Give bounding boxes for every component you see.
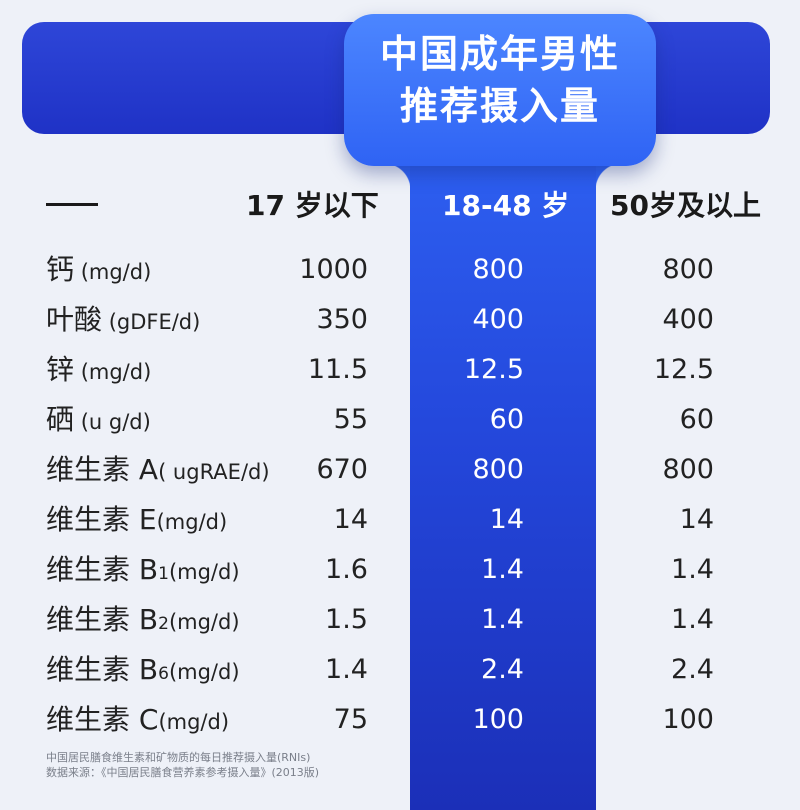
table-row: 叶酸 (gDFE/d) 350 400 400	[0, 295, 800, 345]
nutrient-name: 钙	[46, 253, 75, 286]
value-18-48: 12.5	[463, 354, 524, 385]
footnote-line-1: 中国居民膳食维生素和矿物质的每日推荐摄入量(RNIs)	[46, 751, 311, 764]
value-18-48: 800	[472, 454, 524, 485]
nutrient-name: 维生素 B	[46, 553, 159, 586]
value-under-17: 1.6	[325, 554, 368, 585]
nutrient-label: 硒 (u g/d)	[46, 395, 151, 445]
value-under-17: 55	[333, 404, 368, 435]
value-under-17: 1.5	[325, 604, 368, 635]
nutrient-label: 维生素 B6(mg/d)	[46, 645, 240, 695]
table-row: 维生素 B1(mg/d) 1.6 1.4 1.4	[0, 545, 800, 595]
page-title: 中国成年男性 推荐摄入量	[344, 28, 656, 132]
footnote: 中国居民膳食维生素和矿物质的每日推荐摄入量(RNIs) 数据来源：《中国居民膳食…	[46, 750, 319, 780]
table-row: 维生素 B2(mg/d) 1.5 1.4 1.4	[0, 595, 800, 645]
footnote-line-2: 数据来源：《中国居民膳食营养素参考摄入量》(2013版)	[46, 766, 320, 779]
value-50-plus: 12.5	[653, 354, 714, 385]
table-row: 维生素 B6(mg/d) 1.4 2.4 2.4	[0, 645, 800, 695]
title-line-2: 推荐摄入量	[399, 84, 600, 128]
value-18-48: 2.4	[481, 654, 524, 685]
highlight-header	[344, 14, 656, 166]
title-line-1: 中国成年男性	[379, 32, 620, 76]
nutrient-unit: (mg/d)	[74, 260, 152, 284]
table-row: 维生素 A( ugRAE/d) 670 800 800	[0, 445, 800, 495]
nutrient-label: 维生素 B2(mg/d)	[46, 595, 240, 645]
nutrient-unit: (mg/d)	[168, 560, 240, 584]
nutrient-name: 叶酸	[46, 303, 103, 336]
value-18-48: 1.4	[481, 604, 524, 635]
nutrient-unit: (mg/d)	[74, 360, 152, 384]
nutrient-label: 维生素 E(mg/d)	[46, 495, 227, 545]
nutrient-unit: (u g/d)	[74, 410, 151, 434]
value-18-48: 14	[489, 504, 524, 535]
column-header-under-17: 17 岁以下	[246, 189, 379, 222]
nutrient-unit: (mg/d)	[158, 710, 230, 734]
value-18-48: 60	[489, 404, 524, 435]
nutrient-subscript: 6	[158, 664, 169, 684]
nutrient-label: 叶酸 (gDFE/d)	[46, 295, 200, 345]
value-50-plus: 14	[679, 504, 714, 535]
nutrient-unit: (mg/d)	[168, 610, 240, 634]
value-50-plus: 800	[662, 254, 714, 285]
nutrient-name: 维生素 E	[46, 503, 157, 536]
nutrient-name: 维生素 B	[46, 603, 159, 636]
table-row: 维生素 C(mg/d) 75 100 100	[0, 695, 800, 745]
table-row: 锌 (mg/d) 11.5 12.5 12.5	[0, 345, 800, 395]
value-50-plus: 100	[662, 704, 714, 735]
value-50-plus: 60	[679, 404, 714, 435]
nutrient-subscript: 2	[158, 614, 169, 634]
value-50-plus: 800	[662, 454, 714, 485]
value-50-plus: 1.4	[671, 554, 714, 585]
value-18-48: 1.4	[481, 554, 524, 585]
nutrient-subscript: 1	[158, 564, 169, 584]
value-under-17: 670	[316, 454, 368, 485]
value-18-48: 400	[472, 304, 524, 335]
value-18-48: 800	[472, 254, 524, 285]
nutrient-unit: ( ugRAE/d)	[158, 460, 270, 484]
table-row: 维生素 E(mg/d) 14 14 14	[0, 495, 800, 545]
nutrient-unit: (gDFE/d)	[102, 310, 201, 334]
value-under-17: 11.5	[307, 354, 368, 385]
table-row: 钙 (mg/d) 1000 800 800	[0, 245, 800, 295]
value-50-plus: 1.4	[671, 604, 714, 635]
value-under-17: 75	[333, 704, 368, 735]
value-18-48: 100	[472, 704, 524, 735]
nutrient-name: 维生素 B	[46, 653, 159, 686]
value-under-17: 14	[333, 504, 368, 535]
highlight-column	[410, 110, 596, 810]
column-header-18-48: 18-48 岁	[442, 189, 570, 222]
header-dash	[46, 203, 98, 206]
value-50-plus: 400	[662, 304, 714, 335]
nutrient-name: 维生素 A	[46, 453, 159, 486]
table-row: 硒 (u g/d) 55 60 60	[0, 395, 800, 445]
nutrient-label: 维生素 A( ugRAE/d)	[46, 445, 270, 495]
nutrient-label: 锌 (mg/d)	[46, 345, 151, 395]
nutrient-label: 钙 (mg/d)	[46, 245, 151, 295]
nutrient-name: 锌	[46, 353, 75, 386]
value-under-17: 1.4	[325, 654, 368, 685]
nutrient-label: 维生素 B1(mg/d)	[46, 545, 240, 595]
nutrient-name: 硒	[46, 403, 75, 436]
nutrient-label: 维生素 C(mg/d)	[46, 695, 229, 745]
nutrient-unit: (mg/d)	[168, 660, 240, 684]
value-under-17: 1000	[299, 254, 368, 285]
value-50-plus: 2.4	[671, 654, 714, 685]
nutrient-unit: (mg/d)	[156, 510, 228, 534]
column-header-50-plus: 50岁及以上	[610, 189, 761, 222]
value-under-17: 350	[316, 304, 368, 335]
nutrient-name: 维生素 C	[46, 703, 159, 736]
